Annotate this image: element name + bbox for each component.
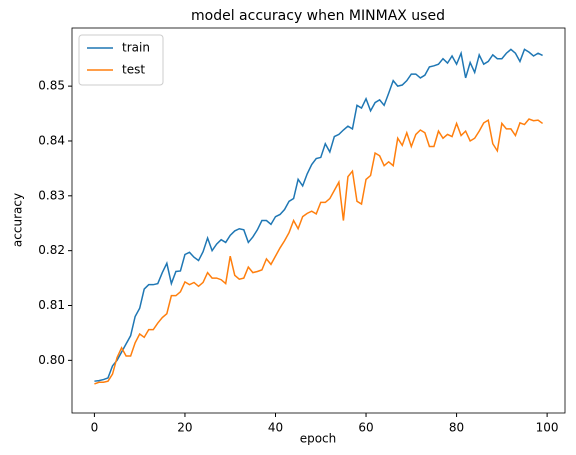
line-series bbox=[94, 118, 544, 385]
x-tick-label: 100 bbox=[536, 421, 559, 435]
y-tick-label: 0.85 bbox=[38, 79, 65, 93]
plot-frame bbox=[71, 27, 566, 414]
x-tick-label: 20 bbox=[177, 421, 192, 435]
x-tick-label: 80 bbox=[449, 421, 464, 435]
x-tick-label: 0 bbox=[91, 421, 99, 435]
legend-box bbox=[78, 34, 164, 86]
chart-title: model accuracy when MINMAX used bbox=[191, 8, 445, 24]
y-tick-label: 0.81 bbox=[38, 298, 65, 312]
x-tick-label: 40 bbox=[268, 421, 283, 435]
y-tick-label: 0.83 bbox=[38, 188, 65, 202]
x-tick-label: 60 bbox=[358, 421, 373, 435]
y-tick-label: 0.80 bbox=[38, 353, 65, 367]
legend-label: test bbox=[122, 63, 145, 77]
line-series bbox=[94, 48, 543, 382]
legend-label: train bbox=[122, 41, 150, 55]
y-tick-label: 0.82 bbox=[38, 243, 65, 257]
y-axis-label: accuracy bbox=[11, 193, 25, 247]
y-tick-label: 0.84 bbox=[38, 133, 65, 147]
x-axis-label: epoch bbox=[300, 432, 337, 446]
